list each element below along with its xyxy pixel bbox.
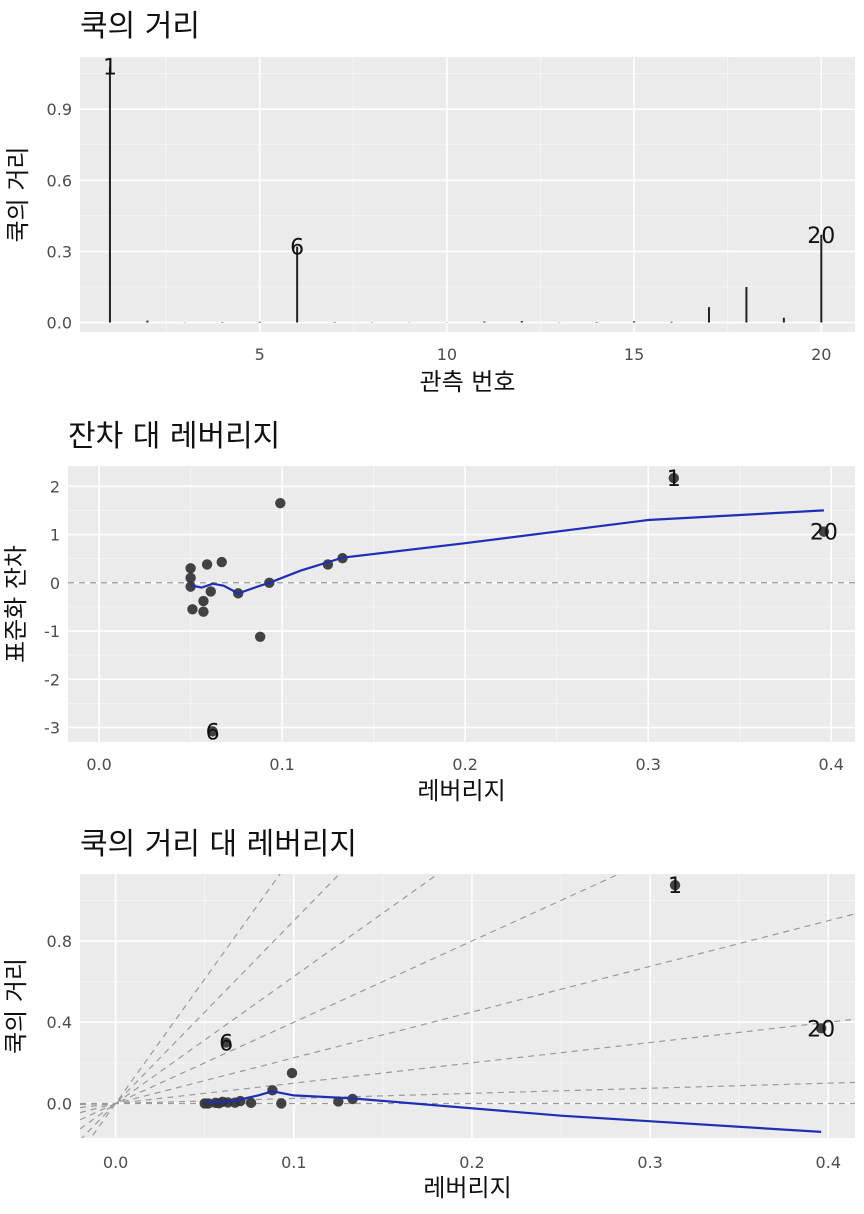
data-point	[245, 1097, 257, 1109]
x-tick-label: 10	[437, 345, 457, 364]
chart-title: 잔차 대 레버리지	[68, 419, 280, 454]
y-tick-label: 2	[50, 477, 60, 496]
y-axis-title: 쿡의 거리	[4, 147, 32, 243]
data-point	[198, 606, 209, 617]
x-tick-label: 15	[624, 345, 644, 364]
data-point	[220, 1037, 232, 1048]
y-tick-label: -2	[44, 670, 60, 689]
smooth-line	[190, 509, 824, 595]
y-tick-label: 0	[50, 574, 60, 593]
x-axis-title: 레버리지	[417, 777, 505, 805]
observation-label: 6	[290, 236, 304, 261]
chart-1: 쿡의 거리 5 10 15 20 0.0 0.3 0.6 0.9 관측 번호 쿡의 거리 1 6 20	[4, 9, 855, 396]
chart-2: 잔차 대 레버리지 0.0 0.1 0.2 0.3 0.4 -3 -2 -1 0 1 2 레버리지 표준화…	[2, 419, 855, 805]
data-point	[185, 563, 196, 574]
observation-label: 20	[807, 1017, 835, 1042]
contour-guide-line	[80, 1081, 855, 1106]
data-point	[276, 1098, 287, 1109]
x-tick-label: 0.0	[86, 755, 111, 774]
y-tick-label: 0.6	[47, 171, 72, 190]
y-tick-label: 0.4	[47, 1013, 72, 1032]
data-point	[669, 879, 681, 891]
x-tick-label: 0.4	[818, 755, 843, 774]
x-tick-label: 20	[811, 345, 831, 364]
chart-3: 쿡의 거리 대 레버리지 0.0 0.1 0.2 0.3 0.4 0.0 0.4 0.8 레버리지…	[2, 827, 855, 1202]
observation-label: 20	[810, 521, 838, 546]
observation-label: 1	[668, 874, 682, 899]
y-tick-label: 0.0	[47, 1094, 72, 1113]
x-tick-label: 0.2	[452, 755, 477, 774]
smooth-line	[204, 1090, 822, 1133]
observation-label: 1	[103, 55, 117, 80]
data-point	[201, 559, 213, 570]
data-point	[198, 595, 209, 607]
contour-guide-line	[90, 874, 281, 1138]
plot-panel	[80, 57, 855, 332]
data-point	[207, 726, 218, 737]
y-tick-label: -3	[44, 719, 60, 738]
plot-marks	[68, 472, 855, 737]
x-tick-label: 0.1	[269, 755, 294, 774]
x-tick-label: 0.0	[103, 1153, 128, 1172]
contour-guide-line	[80, 913, 855, 1114]
data-point	[185, 572, 196, 584]
x-axis-title: 관측 번호	[420, 368, 516, 396]
plot-marks	[108, 66, 823, 323]
contour-guide-line	[80, 874, 439, 1130]
data-point	[818, 526, 830, 537]
data-point	[205, 586, 216, 597]
data-point	[216, 556, 227, 568]
gridlines	[80, 874, 855, 1138]
data-point	[185, 581, 196, 592]
x-tick-label: 0.3	[635, 755, 660, 774]
y-tick-label: 0.3	[47, 242, 72, 261]
x-axis-title: 레버리지	[423, 1174, 511, 1202]
y-tick-label: 0.0	[47, 314, 72, 333]
observation-label: 6	[219, 1032, 233, 1057]
data-point	[815, 1023, 827, 1034]
plot-marks	[80, 874, 855, 1138]
x-tick-label: 0.1	[281, 1153, 306, 1172]
y-tick-label: 1	[50, 526, 60, 545]
observation-label: 1	[667, 467, 681, 492]
plot-panel	[68, 466, 855, 742]
data-point	[286, 1067, 298, 1079]
data-point	[187, 604, 198, 615]
observation-label: 6	[206, 720, 220, 745]
y-tick-label: -1	[44, 622, 60, 641]
gridlines	[80, 57, 855, 332]
data-point	[668, 472, 680, 484]
data-point	[254, 631, 266, 643]
chart-title: 쿡의 거리	[80, 9, 200, 44]
contour-guide-line	[80, 1018, 855, 1109]
y-axis-title: 쿡의 거리	[2, 958, 30, 1054]
x-tick-label: 0.4	[816, 1153, 841, 1172]
observation-label: 20	[807, 224, 835, 249]
chart-title: 쿡의 거리 대 레버리지	[80, 827, 357, 862]
x-tick-label: 5	[255, 345, 265, 364]
y-tick-label: 0.9	[47, 100, 72, 119]
data-point	[275, 497, 286, 509]
x-tick-label: 0.2	[459, 1153, 484, 1172]
y-tick-label: 0.8	[47, 932, 72, 951]
gridlines	[68, 466, 855, 742]
x-tick-label: 0.3	[637, 1153, 662, 1172]
y-axis-title: 표준화 잔차	[2, 545, 30, 663]
